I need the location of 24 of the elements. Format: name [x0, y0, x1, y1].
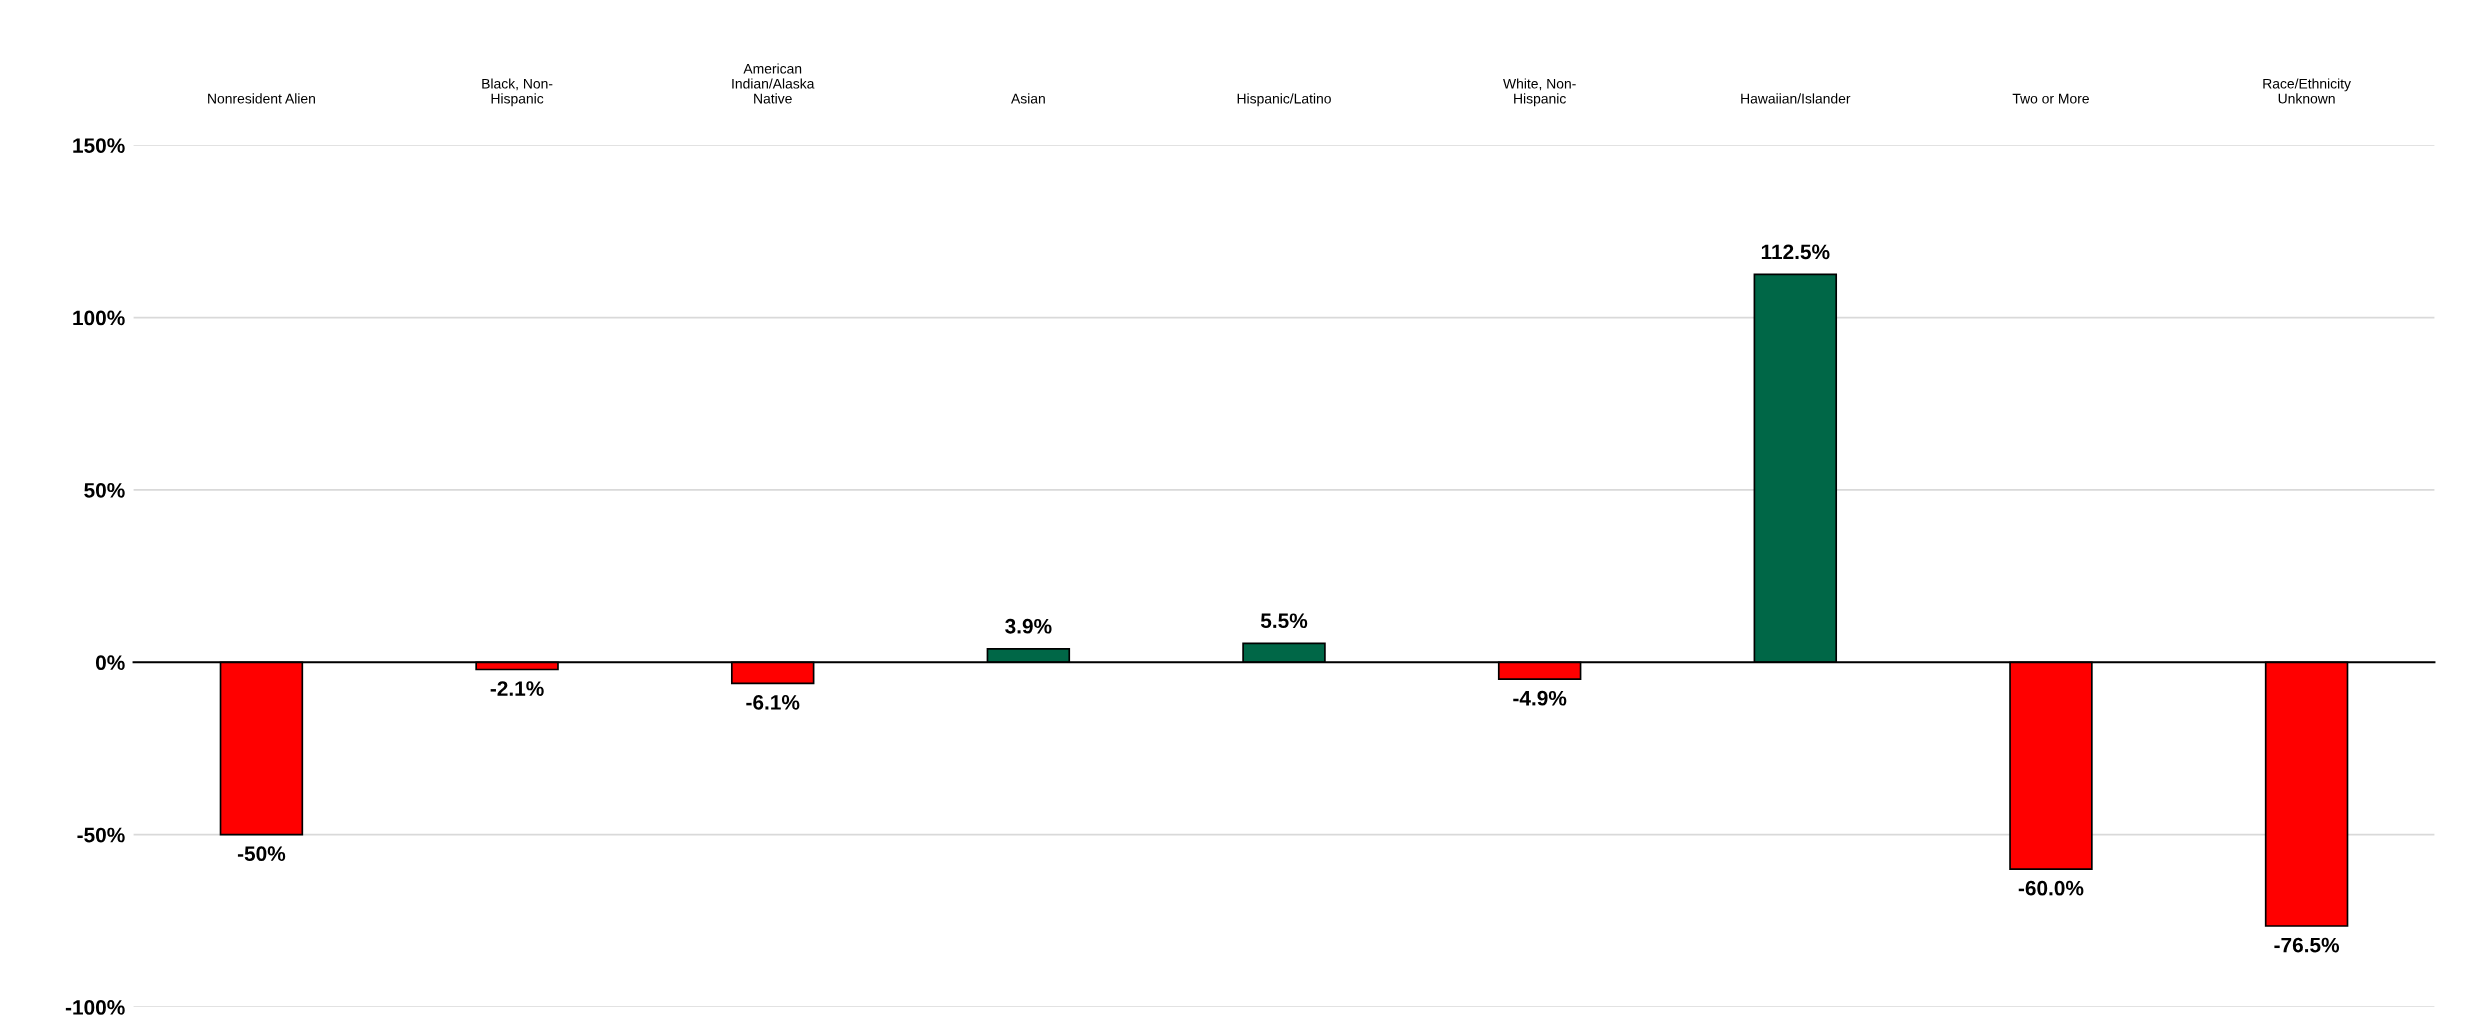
- data-label: -50%: [237, 846, 286, 862]
- data-label: -60.0%: [2018, 880, 2084, 896]
- y-tick-label: 0%: [95, 655, 125, 671]
- x-tick-label: Race/Ethnicity Unknown: [2263, 78, 2351, 104]
- data-label: 3.9%: [1005, 618, 1052, 634]
- y-tick-label: 100%: [73, 310, 125, 326]
- x-tick-label: Two or More: [2012, 93, 2089, 104]
- data-label: -2.1%: [490, 681, 544, 696]
- data-label: -4.9%: [1513, 690, 1567, 706]
- x-tick-label: Hawaiian/Islander: [1741, 93, 1851, 104]
- x-tick-label: White, Non- Hispanic: [1503, 78, 1576, 107]
- data-label: 112.5%: [1761, 244, 1830, 260]
- y-tick-label: 150%: [73, 138, 125, 153]
- x-tick-label: Hispanic/Latino: [1237, 93, 1331, 107]
- data-label: 5.5%: [1260, 613, 1308, 629]
- x-tick-label: Asian: [1011, 93, 1045, 104]
- data-label: -6.1%: [746, 694, 800, 710]
- y-tick-label: -100%: [65, 1000, 125, 1015]
- x-tick-label: American Indian/Alaska Native: [732, 63, 815, 104]
- x-tick-label: Nonresident Alien: [208, 93, 315, 104]
- y-tick-label: 50%: [84, 482, 125, 498]
- y-tick-label: -50%: [77, 827, 125, 843]
- x-tick-label: Black, Non- Hispanic: [482, 78, 553, 107]
- data-label: -76.5%: [2274, 937, 2340, 953]
